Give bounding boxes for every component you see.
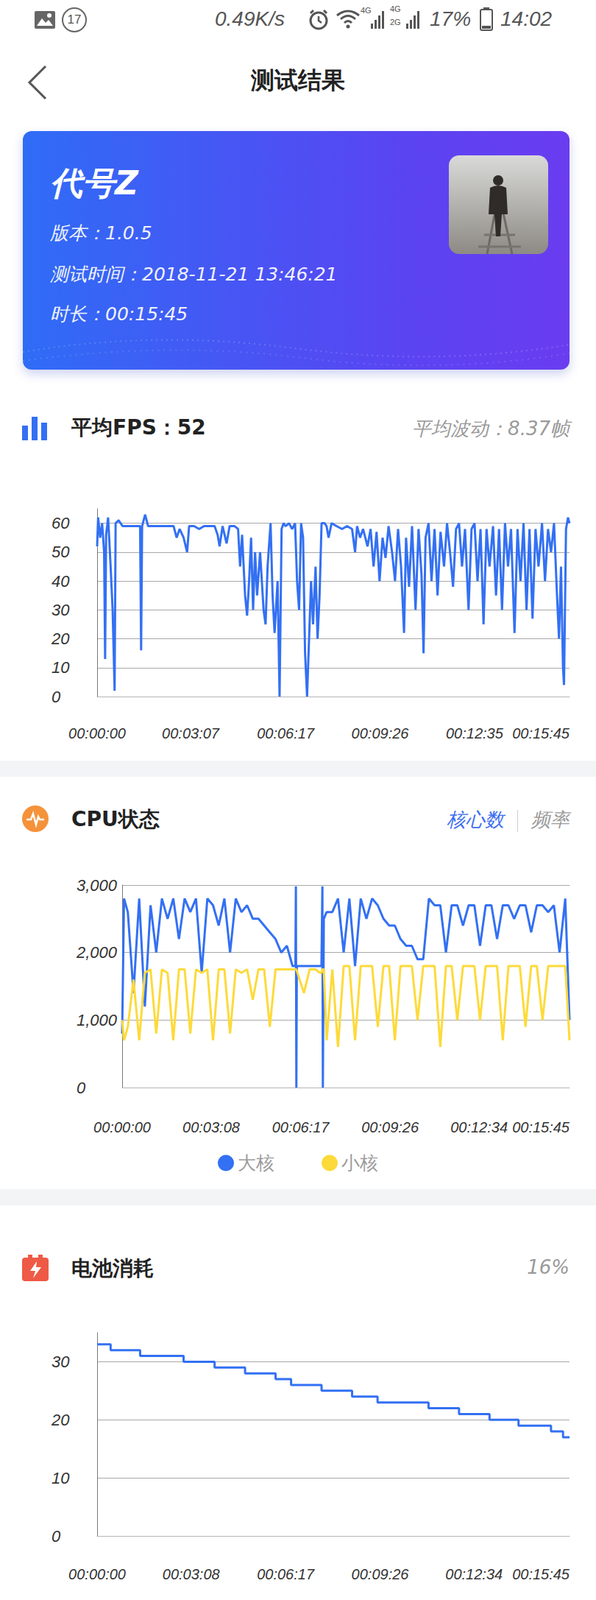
svg-text:00:15:45: 00:15:45 [512, 724, 571, 741]
svg-text:0: 0 [51, 687, 62, 706]
svg-text:00:03:08: 00:03:08 [162, 1565, 221, 1582]
svg-text:00:09:26: 00:09:26 [351, 724, 410, 741]
svg-text:00:03:08: 00:03:08 [182, 1118, 240, 1135]
svg-text:00:12:34: 00:12:34 [450, 1118, 508, 1135]
svg-text:60: 60 [51, 513, 70, 532]
svg-text:30: 30 [51, 600, 70, 619]
svg-text:小核: 小核 [341, 1151, 379, 1173]
html-text:16%: 16% [526, 1255, 570, 1278]
svg-text:00:12:35: 00:12:35 [445, 724, 505, 741]
html-text:核心数: 核心数 [446, 807, 505, 830]
svg-text:20: 20 [50, 629, 70, 648]
svg-text:00:15:45: 00:15:45 [512, 1565, 571, 1582]
svg-text:50: 50 [51, 542, 70, 561]
html-text:平均FPS：52: 平均FPS：52 [71, 414, 206, 440]
html-text:平均波动：8.37帧: 平均波动：8.37帧 [412, 417, 570, 440]
svg-text:00:00:00: 00:00:00 [93, 1118, 151, 1135]
svg-text:1,000: 1,000 [76, 1010, 118, 1029]
svg-text:大核: 大核 [237, 1151, 275, 1173]
svg-text:00:15:45: 00:15:45 [512, 1118, 571, 1135]
html-text:测试结果: 测试结果 [250, 66, 346, 95]
html-text:17%: 17% [429, 7, 471, 31]
svg-text:00:09:26: 00:09:26 [361, 1118, 420, 1135]
html-text:频率: 频率 [531, 807, 570, 830]
html-text:时长：00:15:45: 时长：00:15:45 [50, 303, 188, 325]
html-text:4G: 4G [389, 4, 401, 14]
html-text:版本：1.0.5: 版本：1.0.5 [50, 222, 153, 244]
html-text:代号Z: 代号Z [50, 164, 139, 202]
html-text:2G: 2G [389, 17, 401, 27]
svg-text:2,000: 2,000 [75, 942, 118, 961]
html-text:电池消耗: 电池消耗 [71, 1255, 154, 1280]
svg-text:10: 10 [51, 1467, 70, 1487]
svg-text:00:09:26: 00:09:26 [351, 1565, 410, 1582]
svg-text:00:03:07: 00:03:07 [161, 724, 221, 741]
svg-text:00:06:17: 00:06:17 [256, 1565, 315, 1582]
svg-text:30: 30 [51, 1351, 70, 1371]
svg-text:10: 10 [51, 657, 70, 677]
svg-text:3,000: 3,000 [76, 875, 118, 894]
svg-text:00:06:17: 00:06:17 [256, 724, 315, 741]
svg-text:00:00:00: 00:00:00 [68, 1565, 126, 1582]
svg-text:0: 0 [76, 1077, 87, 1097]
html-text:4G: 4G [360, 5, 372, 15]
svg-text:00:06:17: 00:06:17 [272, 1118, 331, 1135]
html-text:17: 17 [67, 12, 82, 27]
svg-text:40: 40 [51, 571, 70, 591]
svg-text:00:00:00: 00:00:00 [68, 724, 126, 741]
html-text:CPU状态: CPU状态 [71, 806, 160, 831]
html-text:测试时间：2018-11-21 13:46:21: 测试时间：2018-11-21 13:46:21 [50, 263, 338, 285]
svg-text:00:12:34: 00:12:34 [445, 1565, 503, 1582]
html-text:0.49K/s: 0.49K/s [214, 7, 285, 31]
svg-text:0: 0 [51, 1526, 62, 1545]
svg-text:20: 20 [50, 1409, 70, 1429]
html-text:14:02: 14:02 [500, 7, 552, 31]
